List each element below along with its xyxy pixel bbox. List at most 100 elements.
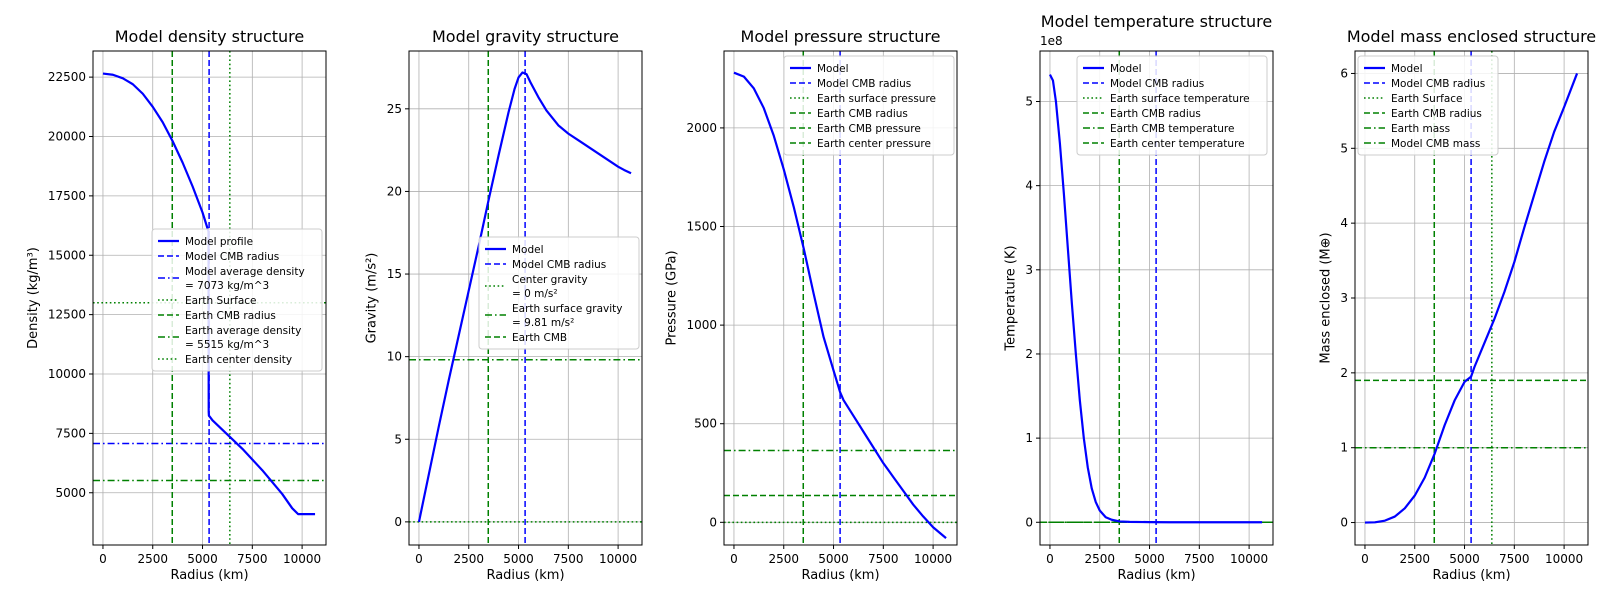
legend-box: [783, 55, 955, 156]
x-tick-label: 2500: [768, 552, 799, 566]
x-tick-label: 5000: [1449, 552, 1480, 566]
x-tick-label: 7500: [553, 552, 584, 566]
x-tick-label: 0: [1046, 552, 1054, 566]
legend-label: Earth surface pressure: [817, 93, 936, 105]
legend-label: Model CMB radius: [185, 251, 279, 263]
chart-panel-3: 0 2500 5000 7500 10000 0 500 1000 1500 2000 Model …: [664, 27, 958, 583]
legend-label: Model CMB radius: [1391, 78, 1485, 90]
axes-frame: [408, 50, 643, 546]
y-tick-label: 500: [694, 417, 717, 431]
x-tick-label: 2500: [137, 552, 168, 566]
x-tick-label: 0: [415, 552, 423, 566]
x-axis-label: Radius (km): [801, 568, 879, 583]
legend: Model Model CMB radius Earth surface press…: [783, 55, 955, 156]
y-tick-label: 3: [1025, 263, 1033, 277]
x-axis-label: Radius (km): [1117, 568, 1195, 583]
axes-frame: [92, 50, 327, 546]
legend-label: Earth Surface: [1391, 93, 1463, 105]
x-axis-label: Radius (km): [1432, 568, 1510, 583]
chart-panel-5: 0 2500 5000 7500 10000 0 1 2 3 4 5 6 Model mass encl…: [1318, 27, 1596, 583]
y-tick-label: 1000: [686, 318, 717, 332]
x-tick-label: 7500: [1184, 552, 1215, 566]
legend-label: Model CMB radius: [1110, 78, 1204, 90]
legend-label: = 5515 kg/m^3: [185, 339, 269, 351]
series-line: [733, 71, 947, 539]
legend-label: Earth center pressure: [817, 138, 931, 150]
y-tick-label: 1500: [686, 220, 717, 234]
series-line: [1048, 74, 1263, 524]
chart-title: Model mass enclosed structure: [1347, 27, 1596, 46]
legend-label: Earth CMB: [512, 332, 567, 344]
x-tick-label: 5000: [1134, 552, 1165, 566]
x-axis-label: Radius (km): [486, 568, 564, 583]
x-tick-label: 5000: [818, 552, 849, 566]
y-tick-label: 12500: [48, 308, 86, 322]
legend: Model Model CMB radius Earth surface tempe…: [1076, 55, 1268, 156]
x-tick-label: 2500: [1084, 552, 1115, 566]
legend-label: Model CMB mass: [1391, 138, 1480, 150]
y-axis-label: Gravity (m/s²): [365, 253, 380, 344]
legend-label: Earth CMB radius: [817, 108, 908, 120]
y-tick-label: 1: [1025, 431, 1033, 445]
legend-label: Earth CMB radius: [1110, 108, 1201, 120]
axes-frame: [723, 50, 958, 546]
y-tick-label: 6: [1340, 66, 1348, 80]
legend-box: [478, 236, 640, 350]
y-tick-label: 0: [709, 515, 717, 529]
y-tick-label: 5: [394, 432, 402, 446]
y-tick-label: 20000: [48, 130, 86, 144]
x-tick-label: 0: [99, 552, 107, 566]
x-tick-label: 2500: [453, 552, 484, 566]
series-line: [1364, 73, 1579, 524]
legend-label: = 9.81 m/s²: [512, 317, 574, 329]
y-tick-label: 1: [1340, 441, 1348, 455]
legend-label: Earth mass: [1391, 123, 1450, 135]
x-tick-label: 5000: [503, 552, 534, 566]
chart-title: Model temperature structure: [1041, 12, 1272, 31]
legend-label: Model profile: [185, 236, 253, 248]
legend-box: [151, 228, 323, 372]
chart-title: Model gravity structure: [432, 27, 619, 46]
x-tick-label: 10000: [599, 552, 637, 566]
x-tick-label: 10000: [1545, 552, 1583, 566]
x-tick-label: 5000: [187, 552, 218, 566]
legend-label: Earth CMB radius: [185, 310, 276, 322]
y-axis-label: Pressure (GPa): [664, 250, 679, 345]
x-tick-label: 2500: [1399, 552, 1430, 566]
legend-label: Model CMB radius: [512, 259, 606, 271]
legend-label: = 7073 kg/m^3: [185, 280, 269, 292]
y-tick-label: 5: [1340, 141, 1348, 155]
y-tick-label: 2: [1340, 366, 1348, 380]
y-axis-label: Mass enclosed (M⊕): [1318, 232, 1333, 363]
y-tick-label: 20: [387, 184, 402, 198]
y-tick-label: 22500: [48, 70, 86, 84]
y-axis-label: Temperature (K): [1003, 245, 1018, 351]
y-tick-label: 3: [1340, 291, 1348, 305]
axes-frame: [1039, 50, 1274, 546]
chart-panel-4: 0 2500 5000 7500 10000 0 1 2 3 4 5 1e8 Model tempera…: [1003, 12, 1274, 583]
chart-title: Model pressure structure: [741, 27, 941, 46]
chart-panel-1: 0 2500 5000 7500 10000 5000 7500 10000 12500 1500…: [26, 27, 327, 583]
legend-box: [1357, 55, 1499, 156]
legend-label: Model: [512, 244, 544, 256]
x-tick-label: 7500: [868, 552, 899, 566]
legend-label: Earth surface temperature: [1110, 93, 1250, 105]
x-tick-label: 10000: [1230, 552, 1268, 566]
chart-title: Model density structure: [115, 27, 304, 46]
x-tick-label: 7500: [237, 552, 268, 566]
legend-label: Model average density: [185, 266, 305, 278]
series-line: [102, 72, 316, 516]
y-tick-label: 25: [387, 102, 402, 116]
legend-box: [1076, 55, 1268, 156]
series-line: [417, 71, 632, 523]
legend-label: Earth Surface: [185, 295, 257, 307]
chart-panel-2: 0 2500 5000 7500 10000 0 5 10 15 20 25 Model gravit…: [365, 27, 643, 583]
legend-label: Earth surface gravity: [512, 303, 623, 315]
legend-label: Model: [817, 63, 849, 75]
y-tick-label: 15: [387, 267, 402, 281]
y-tick-label: 0: [1340, 516, 1348, 530]
legend-label: Earth center temperature: [1110, 138, 1245, 150]
y-tick-label: 4: [1340, 216, 1348, 230]
legend-label: Earth CMB radius: [1391, 108, 1482, 120]
